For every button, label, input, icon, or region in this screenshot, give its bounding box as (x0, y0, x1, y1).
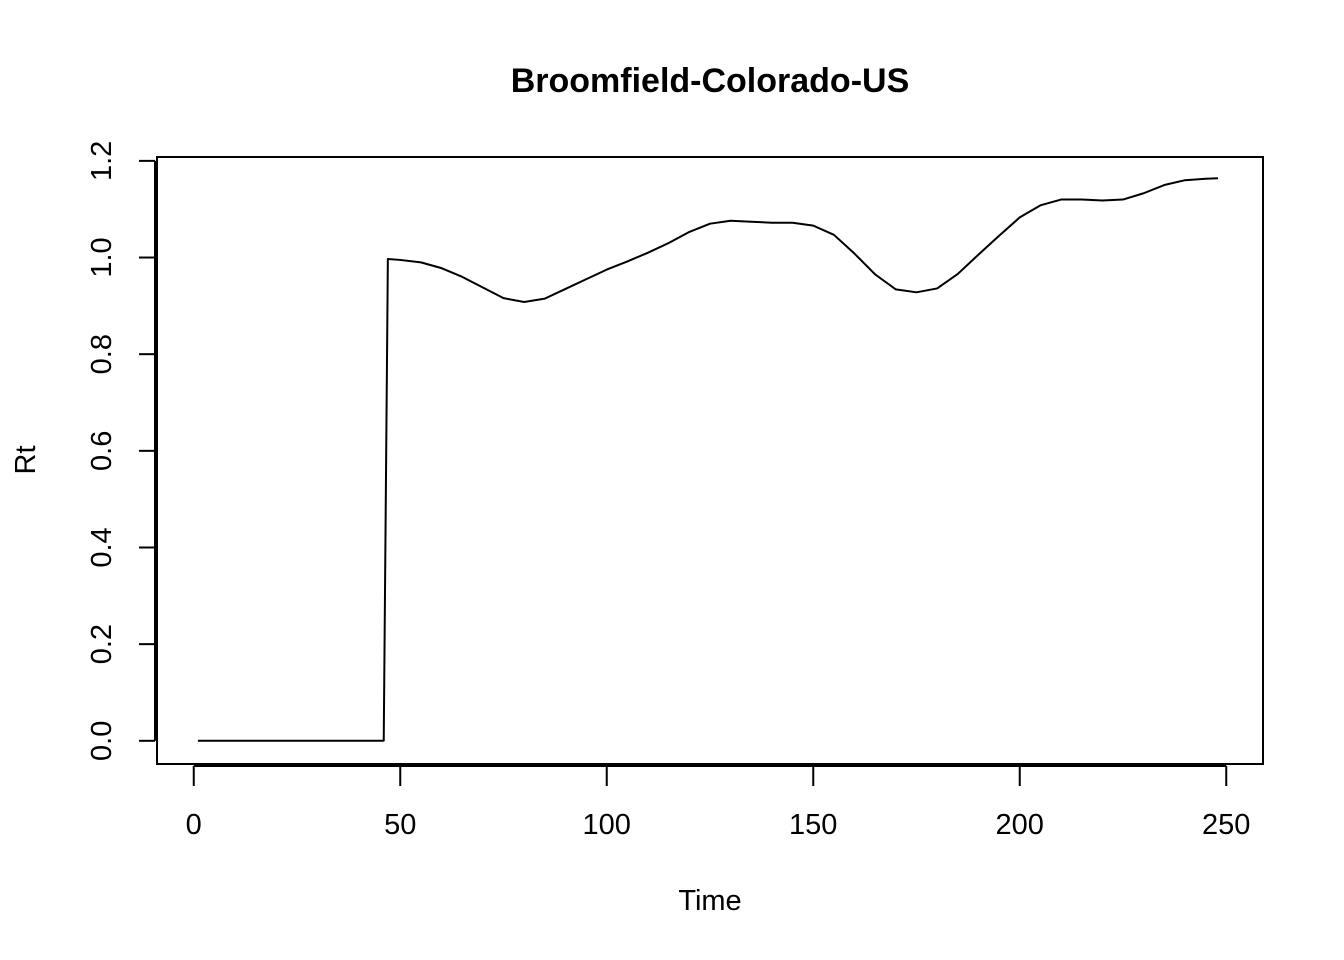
chart-title: Broomfield-Colorado-US (511, 62, 910, 100)
y-tick-label: 0.4 (86, 527, 118, 567)
x-tick-label: 50 (384, 809, 416, 841)
x-tick-label: 250 (1202, 809, 1250, 841)
x-tick-label: 100 (583, 809, 631, 841)
series-line-rt (197, 177, 1219, 742)
x-tick-label: 150 (789, 809, 837, 841)
y-axis: 0.0 0.2 0.4 0.6 0.8 1.0 1.2 (86, 141, 156, 761)
plot-area-border (156, 156, 1264, 765)
x-tick-label: 0 (186, 809, 202, 841)
x-axis: 0 50 100 150 200 250 (186, 765, 1250, 841)
y-tick-label: 0.8 (86, 334, 118, 374)
x-axis-label: Time (678, 885, 741, 917)
y-axis-label: Rt (10, 446, 42, 475)
y-tick-label: 1.2 (86, 141, 118, 181)
x-tick-label: 200 (996, 809, 1044, 841)
y-tick-label: 1.0 (86, 237, 118, 277)
y-tick-label: 0.0 (86, 721, 118, 761)
y-tick-label: 0.6 (86, 431, 118, 471)
y-tick-label: 0.2 (86, 624, 118, 664)
